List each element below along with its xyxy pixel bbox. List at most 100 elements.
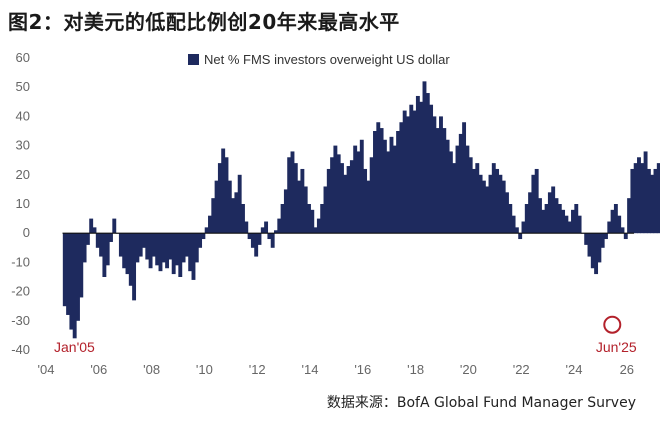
bar (422, 81, 427, 234)
bar (297, 180, 302, 234)
bar (188, 233, 193, 272)
bar (472, 168, 476, 234)
bar (274, 230, 278, 234)
bar (541, 209, 546, 234)
bar (72, 233, 77, 339)
bar (514, 227, 519, 234)
bar (544, 204, 549, 234)
bar (511, 215, 516, 234)
bar (389, 136, 394, 234)
bar (574, 204, 579, 234)
bar (349, 160, 354, 234)
bar (307, 204, 311, 234)
bar (270, 233, 275, 248)
bar (613, 204, 618, 234)
bar (577, 215, 582, 234)
bar (448, 151, 453, 234)
bar (528, 192, 533, 234)
bar (241, 204, 245, 234)
bar (194, 233, 199, 263)
bar (287, 157, 292, 234)
bar (429, 104, 434, 234)
bar (571, 209, 575, 234)
bar (221, 148, 226, 234)
bar (630, 168, 635, 234)
bar (402, 110, 407, 234)
bar (201, 233, 206, 240)
bar (234, 192, 239, 234)
bar (320, 204, 325, 234)
bar (79, 233, 84, 298)
bar (531, 174, 536, 234)
bar (600, 233, 605, 248)
bar (623, 233, 628, 240)
bar (260, 227, 265, 234)
y-tick-label: 50 (16, 79, 30, 94)
bar (501, 180, 506, 234)
y-tick-label: -20 (11, 284, 30, 299)
bar (587, 233, 592, 257)
bar (458, 133, 463, 234)
bar (155, 233, 160, 266)
bar (330, 157, 335, 234)
bar (89, 218, 94, 234)
bar (313, 227, 318, 234)
bar (257, 233, 262, 245)
bar (175, 233, 179, 266)
bar (254, 233, 259, 257)
bar (633, 163, 638, 234)
bar (303, 186, 308, 234)
legend: Net % FMS investors overweight US dollar (188, 52, 450, 67)
bar (95, 233, 100, 248)
bar (135, 233, 140, 263)
bar (112, 218, 117, 234)
bar (208, 215, 212, 234)
bar (594, 233, 599, 275)
legend-label: Net % FMS investors overweight US dollar (204, 52, 450, 67)
bar (359, 139, 364, 234)
x-tick-label: '14 (302, 362, 319, 377)
bar (392, 145, 397, 234)
x-tick-label: '04 (38, 362, 55, 377)
bar (524, 204, 529, 234)
bar (191, 233, 196, 280)
x-tick-label: '18 (407, 362, 424, 377)
chart-title: 图2：对美元的低配比例创20年来最高水平 (8, 10, 400, 34)
bar (178, 233, 183, 277)
bar (369, 157, 374, 234)
bar (151, 233, 156, 257)
bar (564, 215, 569, 234)
bar (300, 168, 305, 234)
bar (145, 233, 150, 260)
bar (267, 233, 272, 240)
source-note: 数据来源：BofA Global Fund Manager Survey (326, 395, 636, 411)
bar (158, 233, 163, 272)
bar (610, 209, 615, 234)
bar (363, 168, 368, 234)
bar (138, 233, 143, 257)
bar (168, 233, 173, 260)
bar (132, 233, 137, 301)
bar (247, 233, 252, 240)
bar (590, 233, 595, 269)
bar (99, 233, 104, 257)
bar (498, 174, 503, 234)
bar (224, 157, 229, 234)
bar (468, 157, 473, 234)
bar (280, 204, 285, 234)
x-tick-label: '06 (90, 362, 107, 377)
bar (620, 227, 625, 234)
bar (340, 163, 344, 234)
bar (376, 122, 381, 234)
bar (617, 215, 622, 234)
bar (452, 163, 457, 234)
bars-group (62, 81, 660, 339)
bar (346, 166, 351, 234)
bar (118, 233, 123, 257)
bar (122, 233, 127, 269)
bar (373, 131, 377, 234)
y-tick-label: 0 (23, 225, 30, 240)
bar (485, 186, 490, 234)
bar (478, 174, 483, 234)
bar (85, 233, 90, 245)
